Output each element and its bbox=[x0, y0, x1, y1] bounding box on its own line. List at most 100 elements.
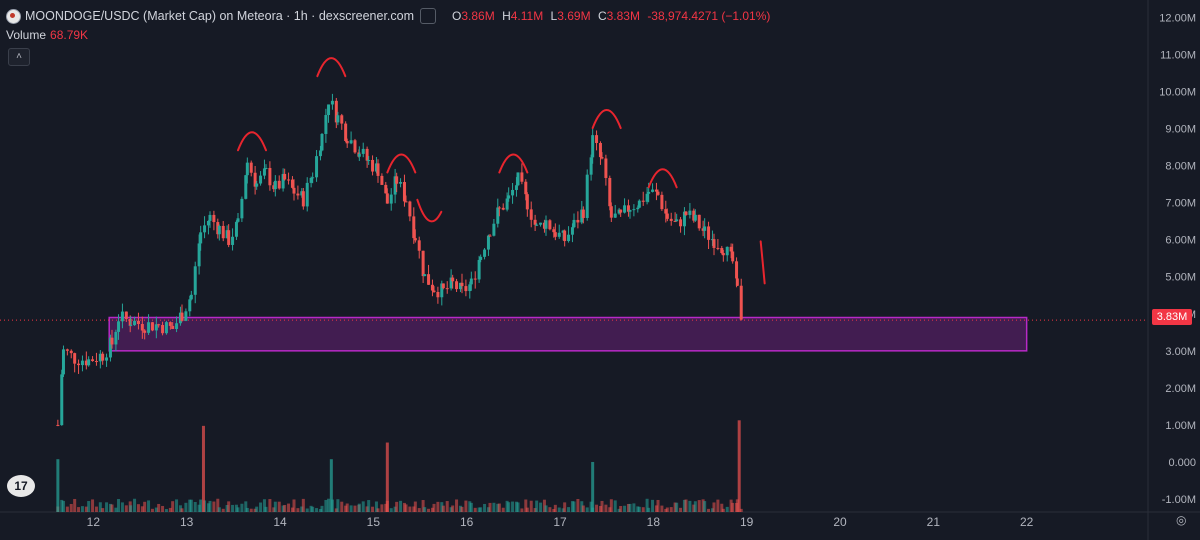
volume-bar bbox=[413, 501, 417, 512]
visibility-icon[interactable] bbox=[420, 8, 437, 24]
volume-bar bbox=[344, 505, 348, 512]
volume-bar bbox=[150, 508, 154, 512]
candle-body bbox=[292, 187, 296, 194]
volume-bar bbox=[516, 502, 520, 512]
candle-body bbox=[580, 209, 584, 223]
candle-body bbox=[739, 285, 743, 320]
volume-bar bbox=[184, 502, 188, 512]
volume-bar bbox=[245, 507, 249, 512]
candle-body bbox=[180, 312, 184, 321]
candle-body bbox=[147, 322, 151, 333]
volume-bar bbox=[287, 503, 291, 512]
volume-bar bbox=[193, 502, 197, 512]
volume-bar bbox=[361, 501, 365, 512]
candle-body bbox=[296, 193, 300, 196]
volume-bar bbox=[682, 499, 686, 512]
volume-bar bbox=[268, 499, 272, 512]
candle-body bbox=[330, 100, 334, 105]
candle-body bbox=[608, 177, 612, 207]
candle-body bbox=[664, 209, 668, 214]
volume-bar bbox=[389, 508, 393, 512]
volume-bar bbox=[340, 501, 344, 512]
volume-bar bbox=[199, 499, 203, 512]
candle-body bbox=[651, 189, 655, 192]
volume-bar bbox=[65, 506, 69, 512]
volume-bar bbox=[255, 506, 259, 512]
candle-body bbox=[264, 167, 268, 169]
y-tick-label: -1.00M bbox=[1162, 494, 1196, 506]
candle-body bbox=[320, 133, 324, 151]
candle-body bbox=[98, 353, 102, 362]
volume-bar bbox=[637, 506, 641, 512]
annotation-stroke bbox=[316, 57, 347, 78]
candle-body bbox=[492, 223, 496, 236]
volume-bar bbox=[140, 506, 144, 512]
candle-body bbox=[203, 225, 207, 233]
candle-body bbox=[318, 150, 322, 157]
volume-bar bbox=[136, 504, 140, 512]
candle-body bbox=[108, 337, 112, 358]
candle-body bbox=[357, 153, 361, 157]
volume-bar bbox=[739, 508, 743, 512]
volume-bar bbox=[101, 508, 105, 512]
symbol-title[interactable]: MOONDOGE/USDC (Market Cap) on Meteora · … bbox=[25, 9, 415, 23]
x-tick-label: 17 bbox=[553, 515, 567, 529]
candle-body bbox=[393, 176, 397, 195]
x-tick-label: 20 bbox=[833, 515, 847, 529]
candle-body bbox=[412, 216, 416, 239]
volume-bar bbox=[458, 505, 462, 512]
volume-bar bbox=[324, 499, 328, 512]
volume-bar bbox=[371, 506, 375, 512]
volume-bar bbox=[206, 503, 210, 512]
candle-body bbox=[315, 156, 319, 178]
volume-bar bbox=[628, 503, 632, 512]
candle-body bbox=[675, 219, 679, 222]
volume-bar bbox=[98, 502, 102, 512]
volume-bar bbox=[60, 499, 64, 512]
candle-body bbox=[613, 213, 617, 218]
volume-bar bbox=[645, 498, 649, 512]
candle-body bbox=[389, 194, 393, 204]
volume-bar bbox=[511, 501, 515, 512]
volume-bar bbox=[217, 507, 221, 512]
candle-body bbox=[60, 374, 64, 426]
volume-bar bbox=[673, 502, 677, 512]
candle-body bbox=[262, 168, 266, 176]
candle-body bbox=[488, 235, 492, 237]
candle-body bbox=[483, 249, 487, 257]
candle-body bbox=[735, 278, 739, 286]
volume-bar bbox=[225, 505, 229, 512]
volume-bar bbox=[300, 506, 304, 512]
volume-legend: Volume 68.79K bbox=[6, 28, 88, 42]
volume-bar bbox=[501, 507, 505, 512]
volume-bar bbox=[80, 506, 84, 512]
y-tick-label: 8.00M bbox=[1165, 161, 1196, 173]
candle-body bbox=[217, 225, 221, 235]
collapse-legend-button[interactable]: ˄ bbox=[8, 48, 30, 66]
candle-body bbox=[236, 218, 240, 222]
candle-body bbox=[598, 142, 602, 158]
volume-bar bbox=[249, 508, 253, 512]
volume-bar bbox=[595, 504, 599, 512]
candle-body bbox=[272, 185, 276, 190]
volume-bar bbox=[367, 500, 371, 512]
volume-bar bbox=[440, 502, 444, 512]
tradingview-logo[interactable]: 17 bbox=[7, 475, 35, 497]
volume-bar bbox=[619, 506, 623, 512]
volume-bar bbox=[712, 502, 716, 512]
volume-bar bbox=[553, 504, 557, 512]
candle-body bbox=[623, 205, 627, 213]
volume-bar bbox=[707, 508, 711, 512]
candle-body bbox=[140, 323, 144, 331]
candle-body bbox=[69, 350, 73, 354]
volume-bar bbox=[376, 508, 380, 512]
volume-bar bbox=[613, 500, 617, 512]
settings-icon[interactable]: ◎ bbox=[1176, 513, 1187, 527]
candle-body bbox=[164, 322, 168, 334]
candle-body bbox=[529, 209, 533, 220]
candle-body bbox=[143, 330, 147, 333]
volume-bar bbox=[561, 508, 565, 512]
candle-body bbox=[460, 282, 464, 287]
volume-bar bbox=[496, 503, 500, 512]
